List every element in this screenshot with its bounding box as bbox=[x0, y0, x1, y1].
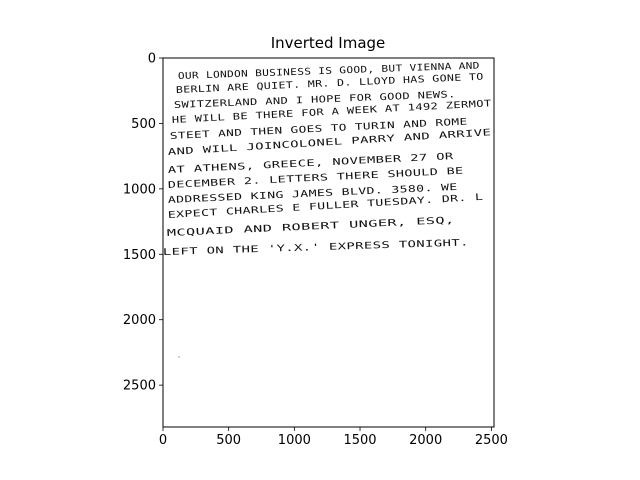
image-background bbox=[163, 58, 494, 427]
axes-frame bbox=[162, 57, 495, 428]
y-tick-label: 0 bbox=[148, 52, 156, 67]
x-tick-label: 2000 bbox=[409, 433, 442, 448]
y-tick-label: 2500 bbox=[123, 379, 156, 394]
x-tick-label: 0 bbox=[159, 433, 167, 448]
x-tick-label: 1000 bbox=[278, 433, 311, 448]
y-tick-label: 1500 bbox=[123, 248, 156, 263]
x-axis: 0 500 1000 1500 2000 2500 bbox=[159, 427, 508, 448]
y-tick-label: 1000 bbox=[123, 182, 156, 197]
x-tick-label: 1500 bbox=[343, 433, 376, 448]
x-tick-label: 500 bbox=[216, 433, 241, 448]
x-tick-label: 2500 bbox=[475, 433, 508, 448]
y-tick-label: 500 bbox=[131, 117, 156, 132]
image-speck bbox=[178, 356, 180, 358]
y-tick-label: 2000 bbox=[123, 313, 156, 328]
y-axis: 0 500 1000 1500 2000 2500 bbox=[123, 52, 163, 394]
handwritten-image: OUR LONDON BUSINESS IS GOOD, BUT VIENNA … bbox=[163, 58, 494, 427]
chart-title: Inverted Image bbox=[271, 34, 386, 52]
